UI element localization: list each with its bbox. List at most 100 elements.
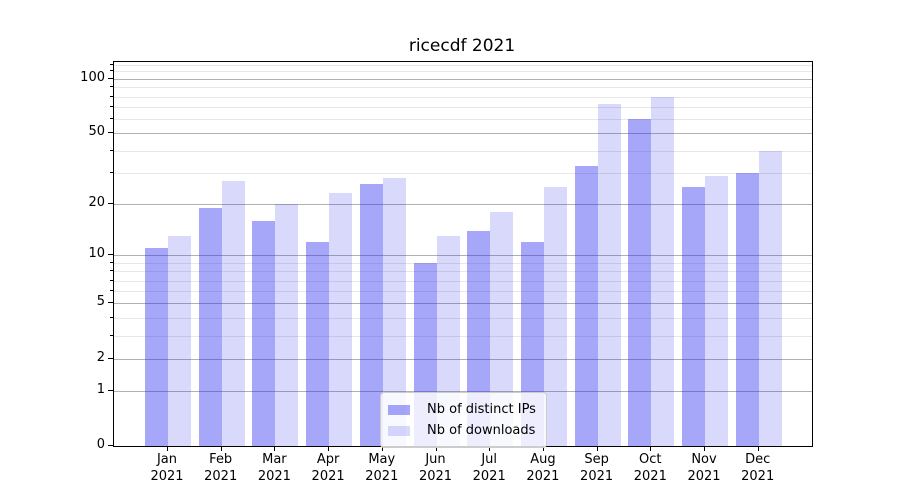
bar-downloads-may-2021 — [382, 178, 406, 446]
bar-downloads-nov-2021 — [705, 175, 728, 446]
x-tick — [704, 446, 705, 451]
gridline-minor — [114, 335, 812, 337]
legend-label-downloads: Nb of downloads — [427, 423, 536, 438]
gridline-minor — [114, 64, 812, 66]
gridline-minor — [114, 71, 812, 73]
x-tick — [435, 446, 437, 451]
y-tick — [108, 445, 113, 446]
gridline-minor — [114, 291, 812, 293]
x-tick-label: Sep 2021 — [580, 452, 614, 484]
y-minor-tick — [110, 279, 113, 281]
gridline-minor — [114, 318, 812, 319]
y-minor-tick — [110, 171, 113, 173]
y-minor-tick — [110, 270, 113, 272]
x-tick-label: Feb 2021 — [204, 452, 238, 484]
gridline-minor — [114, 150, 812, 152]
legend-swatch-downloads — [388, 425, 410, 436]
y-tick-label: 5 — [96, 294, 105, 310]
y-tick — [108, 77, 113, 79]
y-minor-tick — [110, 261, 113, 263]
legend-label-distinct-ips: Nb of distinct IPs — [427, 402, 536, 417]
x-tick-label: Dec 2021 — [741, 452, 775, 484]
x-tick-label: Apr 2021 — [311, 452, 345, 484]
plot-area: Nb of distinct IPs Nb of downloads — [113, 61, 813, 448]
y-tick — [108, 202, 113, 204]
y-minor-tick — [110, 290, 113, 292]
x-tick — [596, 446, 598, 451]
x-tick-label: Jul 2021 — [472, 452, 506, 484]
y-minor-tick — [110, 63, 113, 65]
bar-distinct-ips-may-2021 — [359, 183, 383, 446]
x-tick-label: Aug 2021 — [526, 452, 560, 484]
gridline-minor — [114, 280, 812, 282]
gridline-minor — [114, 96, 812, 98]
y-tick-label: 20 — [88, 194, 105, 210]
bar-distinct-ips-mar-2021 — [252, 220, 276, 446]
x-tick — [167, 446, 168, 451]
x-tick-label: Jun 2021 — [418, 452, 453, 484]
gridline-minor — [114, 87, 812, 89]
gridline-major — [114, 390, 812, 392]
x-tick — [650, 446, 652, 451]
x-tick — [274, 446, 276, 451]
x-tick — [220, 446, 222, 451]
bar-distinct-ips-oct-2021 — [628, 119, 652, 446]
y-tick — [108, 357, 113, 359]
y-tick — [108, 254, 113, 256]
y-tick-label: 10 — [88, 246, 105, 262]
bar-downloads-apr-2021 — [329, 193, 353, 446]
x-tick-label: Mar 2021 — [257, 452, 291, 484]
x-tick — [489, 446, 491, 451]
y-minor-tick — [110, 317, 113, 318]
x-tick — [542, 446, 544, 451]
legend-item-downloads: Nb of downloads — [388, 420, 536, 441]
x-tick-label: Jan 2021 — [150, 452, 184, 484]
y-tick-label: 1 — [96, 381, 105, 397]
y-minor-tick — [110, 118, 113, 120]
bar-distinct-ips-feb-2021 — [198, 207, 222, 446]
bar-distinct-ips-jan-2021 — [145, 248, 168, 446]
y-tick-label: 50 — [88, 124, 105, 140]
legend: Nb of distinct IPs Nb of downloads — [380, 392, 547, 448]
gridline-major — [114, 203, 812, 205]
y-tick-label: 100 — [80, 69, 105, 85]
bar-downloads-mar-2021 — [275, 203, 299, 446]
y-tick — [108, 302, 113, 304]
gridline-minor — [114, 262, 812, 264]
legend-swatch-distinct-ips — [388, 404, 410, 415]
x-tick — [328, 446, 330, 451]
gridline-major — [114, 255, 812, 257]
bar-downloads-feb-2021 — [221, 181, 245, 446]
bar-downloads-oct-2021 — [651, 96, 675, 446]
y-tick-label: 0 — [96, 437, 105, 452]
gridline-major — [114, 358, 812, 360]
y-minor-tick — [110, 86, 113, 88]
gridline-major — [114, 133, 812, 135]
gridline-major — [114, 303, 812, 305]
y-tick — [108, 389, 113, 391]
x-tick — [757, 446, 759, 451]
bar-distinct-ips-apr-2021 — [306, 242, 330, 446]
y-minor-tick — [110, 334, 113, 336]
legend-item-distinct-ips: Nb of distinct IPs — [388, 399, 536, 420]
y-minor-tick — [110, 105, 113, 107]
bar-downloads-dec-2021 — [758, 150, 782, 446]
bar-downloads-sep-2021 — [597, 103, 621, 446]
bar-distinct-ips-sep-2021 — [574, 165, 598, 446]
bar-distinct-ips-dec-2021 — [735, 172, 759, 446]
gridline-minor — [114, 172, 812, 174]
x-tick-label: Nov 2021 — [687, 452, 721, 484]
y-tick — [108, 132, 113, 134]
chart-title: ricecdf 2021 — [408, 36, 516, 56]
bar-downloads-jul-2021 — [490, 211, 514, 446]
x-tick-label: May 2021 — [365, 452, 399, 484]
gridline-minor — [114, 119, 812, 121]
gridline-major — [114, 78, 812, 80]
y-minor-tick — [110, 149, 113, 151]
x-tick — [381, 446, 383, 451]
gridline-minor — [114, 271, 812, 273]
x-tick-label: Oct 2021 — [633, 452, 667, 484]
bar-distinct-ips-nov-2021 — [682, 186, 705, 446]
y-minor-tick — [110, 95, 113, 97]
